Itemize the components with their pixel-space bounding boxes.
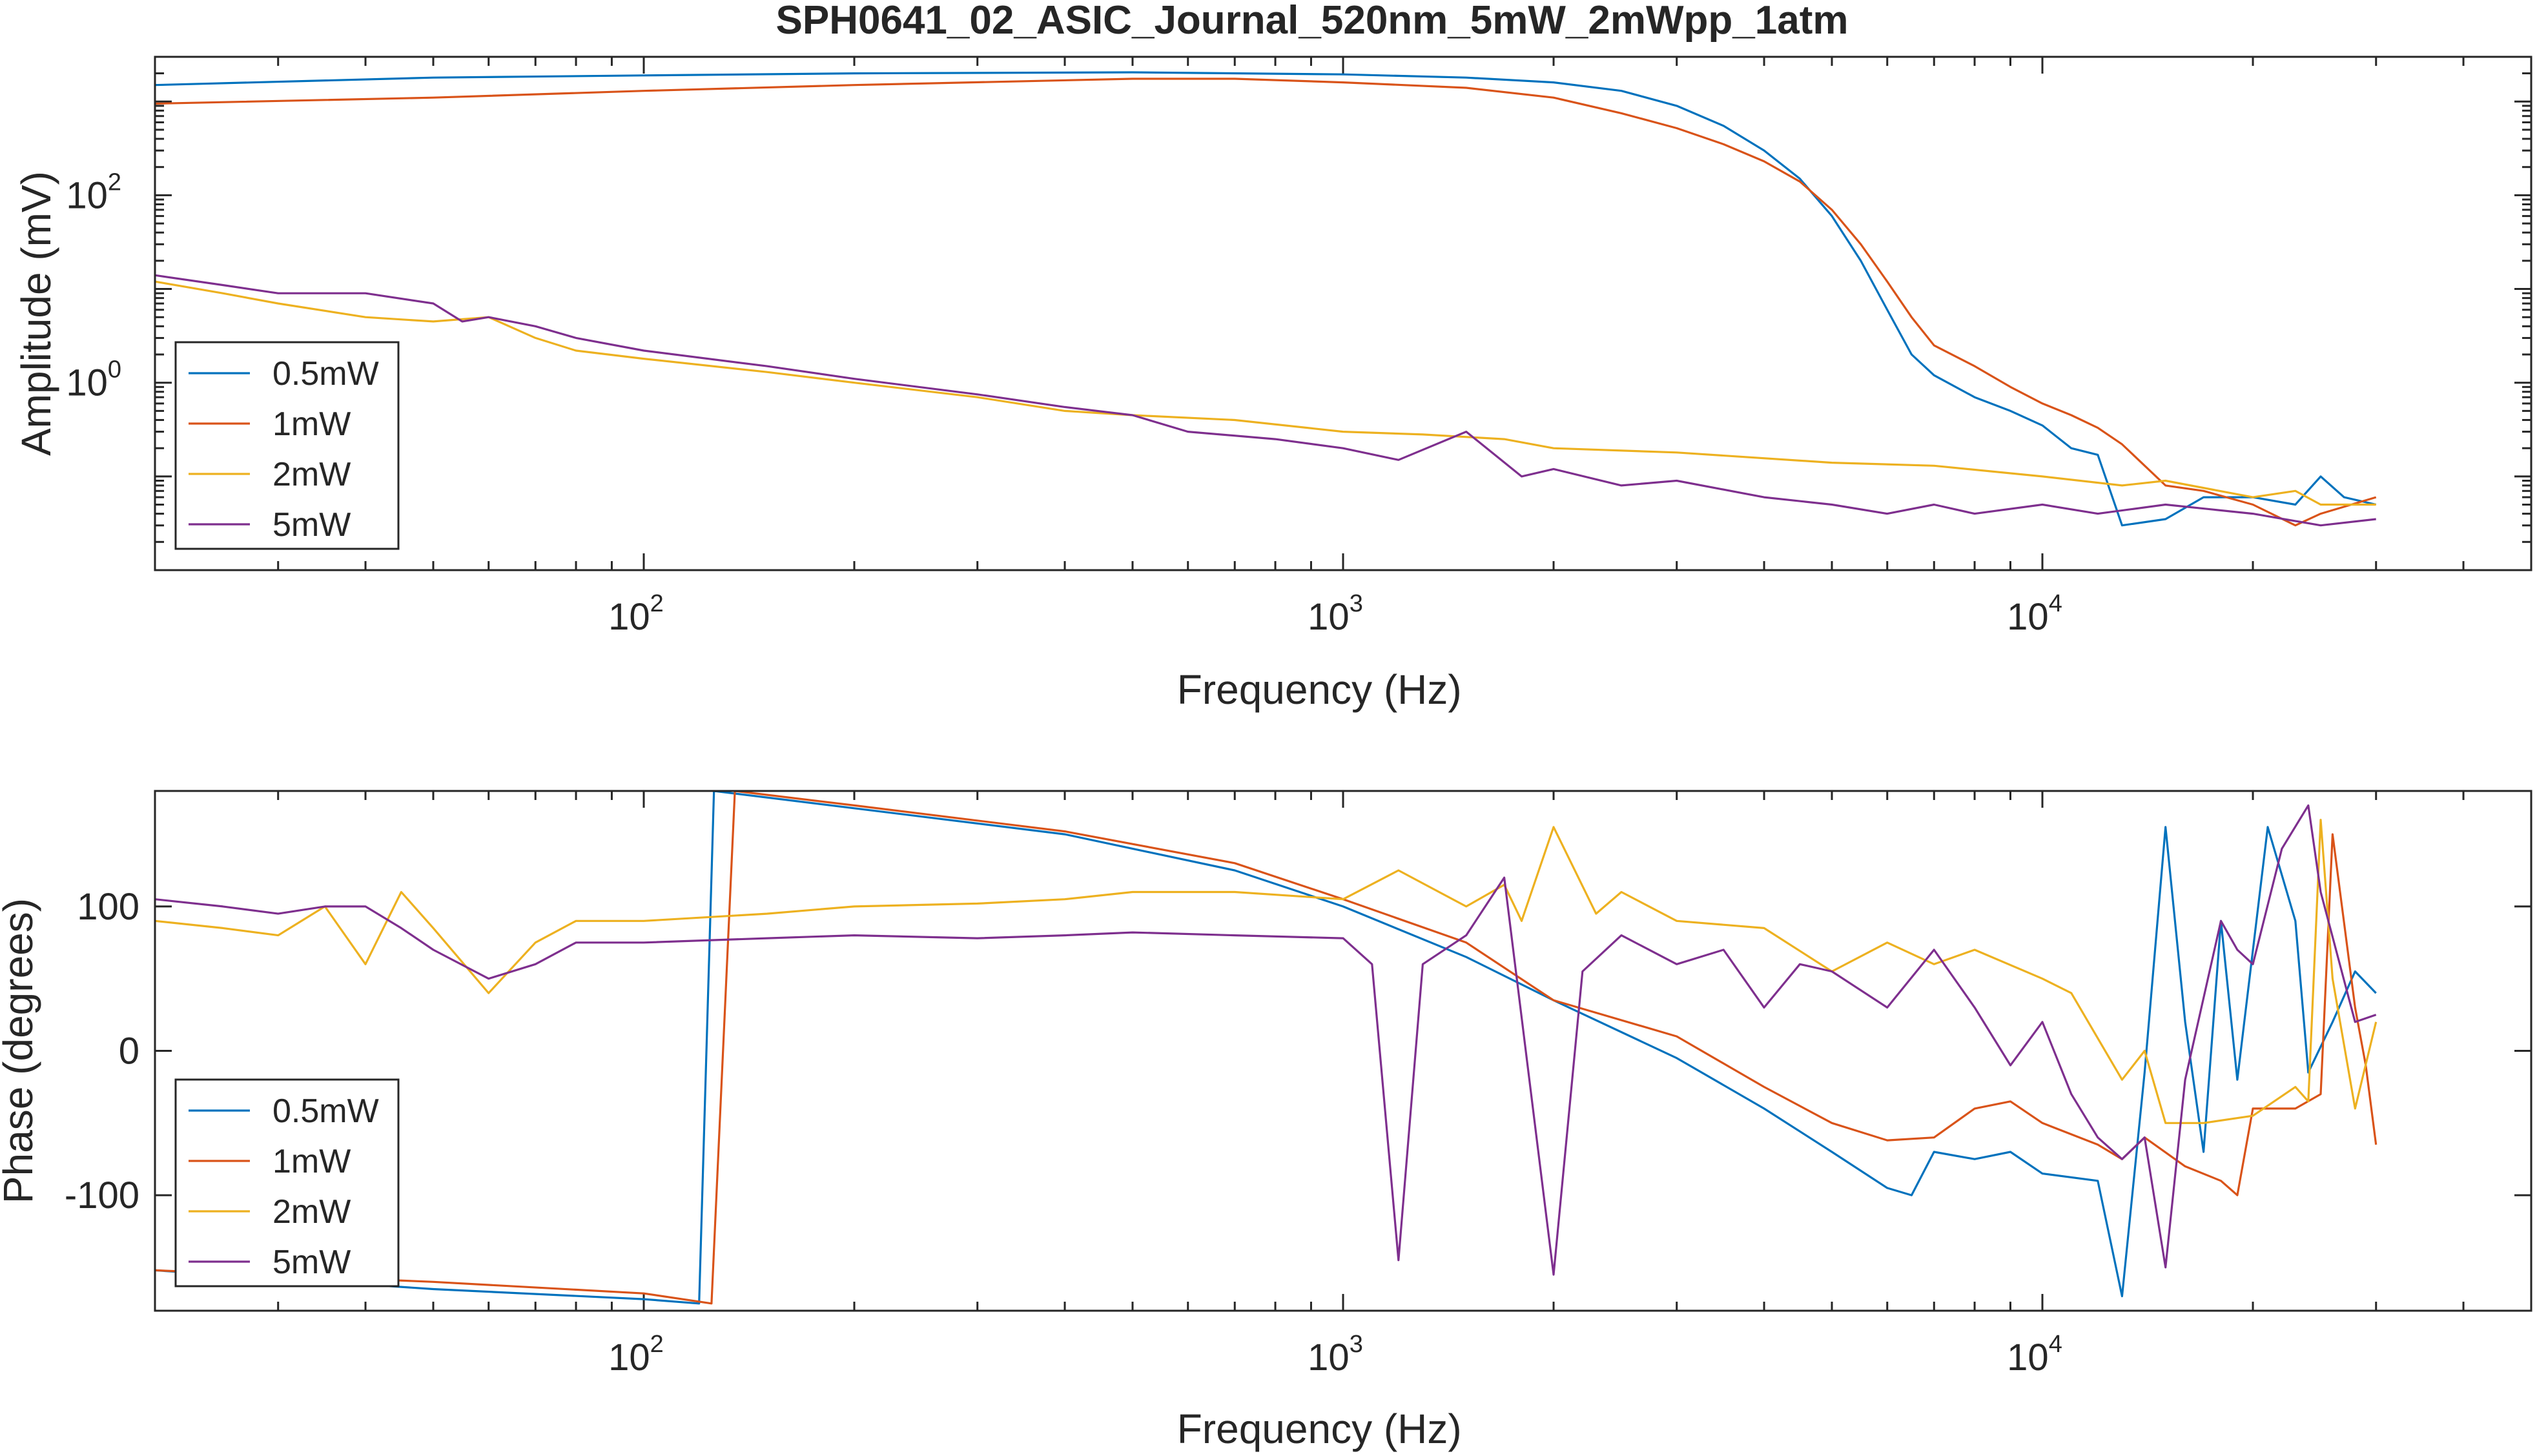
x-tick-exponent: 2	[650, 1331, 664, 1358]
x-axis-label: Frequency (Hz)	[1177, 666, 1462, 713]
y-tick-label: -100	[65, 1174, 139, 1216]
axis-ticks	[154, 791, 2532, 1311]
x-tick-label: 103	[1308, 590, 1363, 638]
legend-entry: 0.5mW	[272, 355, 379, 393]
series-line-2mW	[155, 280, 2376, 506]
series-line-5mW	[155, 274, 2376, 527]
axis-ticks	[154, 56, 2532, 571]
series-lines	[155, 71, 2377, 527]
legend: 0.5mW 1mW 2mW 5mW	[174, 1078, 400, 1287]
chart-title: SPH0641_02_ASIC_Journal_520nm_5mW_2mWpp_…	[776, 0, 1849, 43]
legend-entry: 5mW	[272, 1244, 351, 1281]
y-tick-exponent: 0	[108, 356, 121, 384]
y-tick-exponent: 2	[108, 169, 121, 196]
series-line-1mW	[155, 77, 2377, 527]
x-tick-exponent: 4	[2049, 1331, 2062, 1358]
series-line-1mW	[155, 791, 2378, 1305]
y-tick-label: 0	[119, 1030, 139, 1072]
x-tick-exponent: 4	[2049, 590, 2062, 617]
series-line-0.5mW	[155, 71, 2377, 527]
legend-entry: 2mW	[272, 1193, 351, 1231]
legend-entry: 5mW	[272, 506, 351, 544]
plot-area	[155, 791, 2531, 1311]
series-line-2mW	[155, 819, 2378, 1124]
plot-area	[155, 57, 2531, 570]
x-tick-label: 104	[2007, 590, 2062, 638]
legend-entry: 0.5mW	[272, 1092, 379, 1130]
x-axis-label: Frequency (Hz)	[1177, 1406, 1462, 1452]
x-tick-exponent: 3	[1350, 1331, 1363, 1358]
x-tick-exponent: 3	[1350, 590, 1363, 617]
legend-entry: 1mW	[272, 1143, 351, 1180]
y-tick-label: 100	[77, 886, 139, 928]
series-line-0.5mW	[155, 791, 2377, 1305]
series-line-5mW	[155, 804, 2377, 1276]
legend-entry: 1mW	[272, 405, 351, 443]
legend-box	[174, 341, 400, 550]
y-axis-label: Amplitude (mV)	[13, 171, 59, 456]
x-tick-label: 103	[1308, 1331, 1363, 1379]
x-tick-exponent: 2	[650, 590, 664, 617]
legend-entry: 2mW	[272, 456, 351, 493]
y-axis-label: Phase (degrees)	[0, 898, 41, 1204]
legend: 0.5mW 1mW 2mW 5mW	[174, 341, 400, 550]
legend-box	[174, 1078, 400, 1287]
series-lines	[155, 791, 2378, 1305]
axes-box	[154, 56, 2532, 571]
axes-box	[154, 790, 2532, 1312]
